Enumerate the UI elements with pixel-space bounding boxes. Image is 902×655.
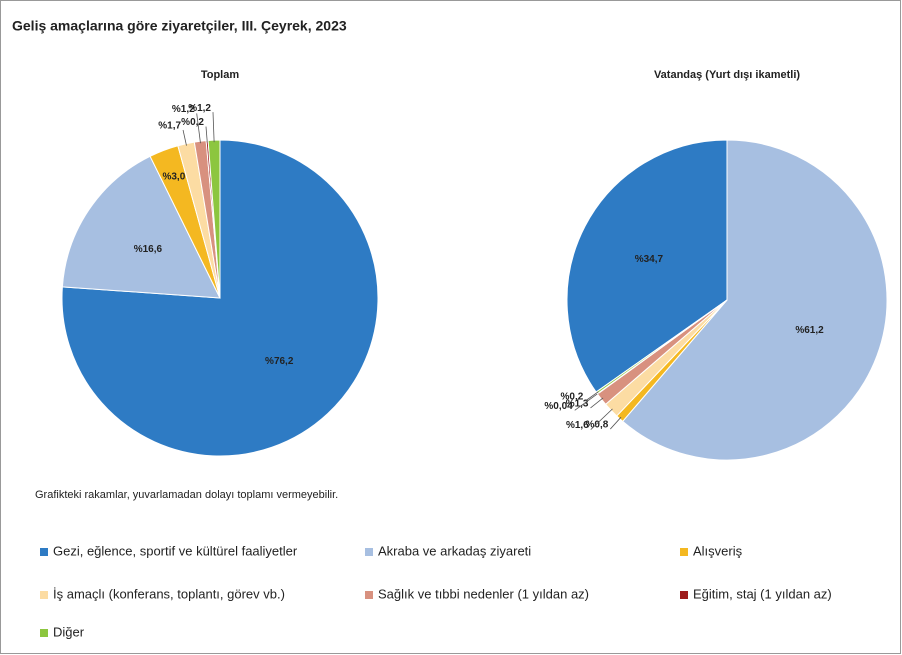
- pie-title: Vatandaş (Yurt dışı ikametli): [654, 69, 800, 81]
- data-label: %34,7: [635, 254, 664, 265]
- leader-line: [196, 113, 201, 144]
- legend-label: Eğitim, staj (1 yıldan az): [693, 586, 832, 601]
- legend-label: Sağlık ve tıbbi nedenler (1 yıldan az): [378, 586, 589, 601]
- legend-swatch: [40, 591, 48, 599]
- pie-slice: [61, 155, 221, 299]
- note: Grafikteki rakamlar, yuvarlamadan dolayı…: [35, 489, 338, 501]
- leader-line: [585, 391, 599, 402]
- legend-swatch: [365, 591, 373, 599]
- legend-swatch: [40, 548, 48, 556]
- pie-title: Toplam: [201, 69, 240, 81]
- data-label: %76,2: [265, 356, 294, 367]
- legend-label: İş amaçlı (konferans, toplantı, görev vb…: [53, 586, 285, 601]
- leader-line: [590, 397, 604, 409]
- leader-line: [205, 126, 208, 143]
- data-label: %0,04: [544, 401, 573, 412]
- legend-label: Gezi, eğlence, sportif ve kültürel faali…: [53, 543, 298, 558]
- data-label: %1,3: [566, 399, 589, 410]
- pie-slice: [566, 139, 728, 393]
- pie-slice: [622, 139, 888, 461]
- legend-swatch: [680, 548, 688, 556]
- legend-swatch: [680, 591, 688, 599]
- leader-line: [590, 408, 613, 430]
- chart-title: Geliş amaçlarına göre ziyaretçiler, III.…: [12, 18, 347, 34]
- leader-line: [212, 112, 215, 143]
- legend-swatch: [40, 629, 48, 637]
- leader-line: [182, 129, 187, 146]
- leader-line: [610, 416, 622, 430]
- leader-line: [574, 392, 600, 411]
- data-label: %1,2: [188, 103, 211, 114]
- data-label: %61,2: [795, 325, 824, 336]
- data-label: %3,0: [162, 172, 185, 183]
- data-label: %1,7: [158, 121, 181, 132]
- legend-label: Akraba ve arkadaş ziyareti: [378, 543, 531, 558]
- data-label: %0,8: [586, 420, 609, 431]
- data-label: %0,2: [561, 392, 584, 403]
- legend-label: Diğer: [53, 624, 85, 639]
- data-label: %1,6: [566, 420, 589, 431]
- data-label: %1,2: [172, 104, 195, 115]
- data-label: %0,2: [181, 117, 204, 128]
- legend-swatch: [365, 548, 373, 556]
- data-label: %16,6: [134, 244, 163, 255]
- legend-label: Alışveriş: [693, 543, 743, 558]
